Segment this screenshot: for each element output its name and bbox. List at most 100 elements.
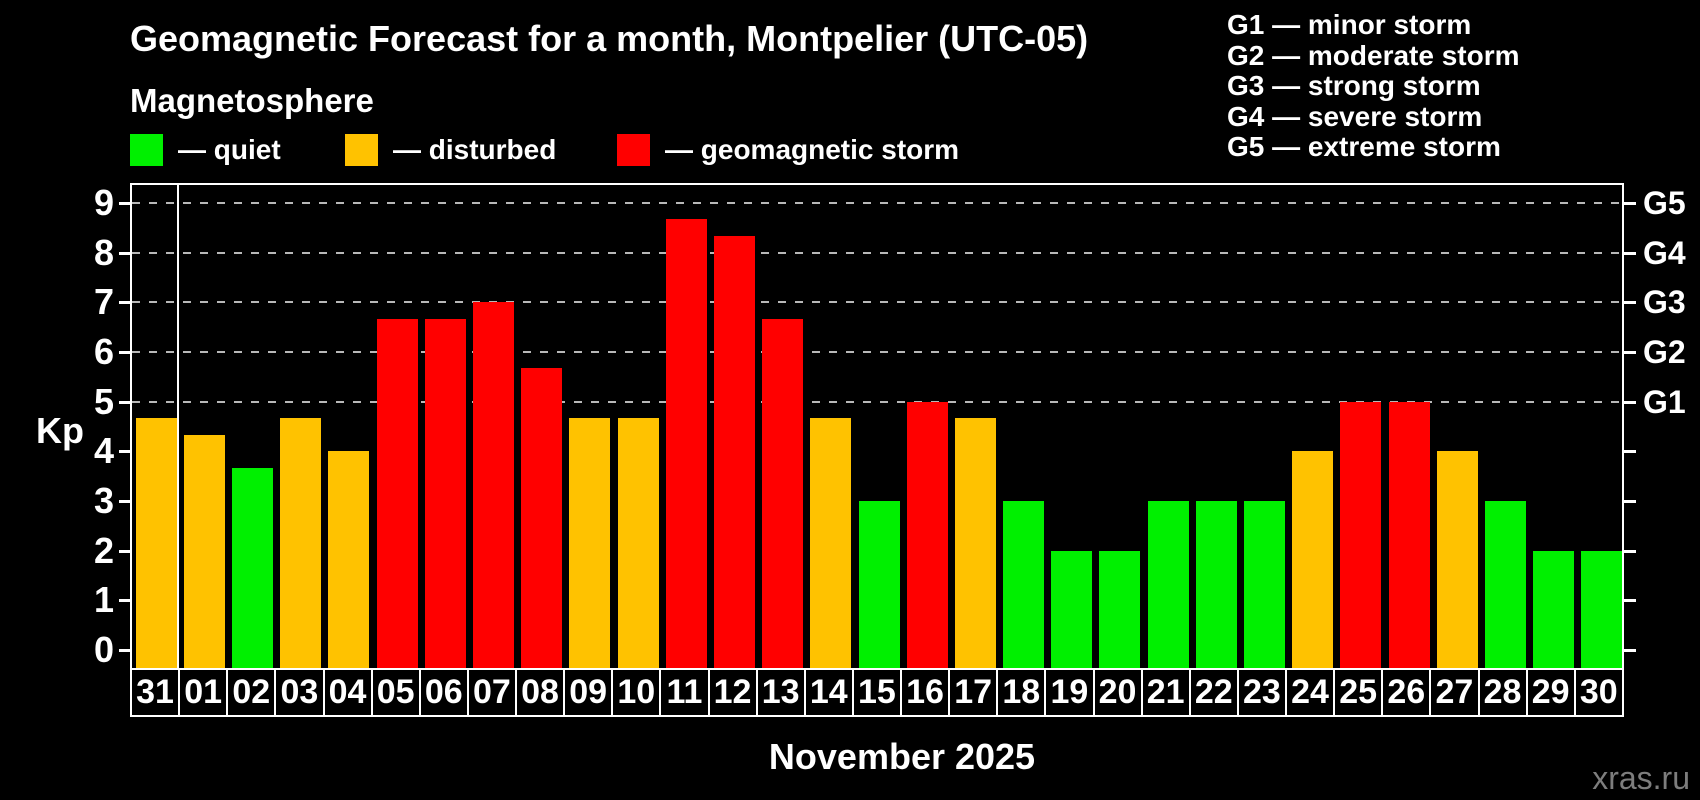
day-cell-31: 31	[132, 670, 181, 715]
day-cell-17: 17	[950, 670, 999, 715]
y-axis-tick-9	[119, 201, 131, 205]
bar-day-01	[183, 434, 225, 668]
right-axis-tick-1	[1624, 599, 1636, 603]
day-cell-15: 15	[853, 670, 902, 715]
day-cell-19: 19	[1046, 670, 1095, 715]
day-cell-21: 21	[1142, 670, 1191, 715]
bar-day-18	[1003, 501, 1045, 668]
day-cell-18: 18	[998, 670, 1047, 715]
storm-scale-legend-line-2: G2 — moderate storm	[1227, 39, 1520, 71]
day-cell-14: 14	[805, 670, 854, 715]
day-cell-22: 22	[1190, 670, 1239, 715]
bar-day-17	[954, 418, 996, 668]
right-axis-label-G5: G5	[1643, 184, 1686, 221]
y-axis-tick-label-4: 4	[93, 430, 114, 472]
y-axis-tick-label-3: 3	[93, 480, 114, 522]
bar-day-11	[665, 219, 707, 668]
y-axis-title: Kp	[36, 410, 84, 451]
bar-day-20	[1099, 550, 1141, 668]
bar-day-31	[135, 418, 177, 668]
right-axis-label-G1: G1	[1643, 383, 1686, 420]
bar-day-22	[1195, 501, 1237, 668]
day-cell-04: 04	[324, 670, 373, 715]
y-axis-tick-label-6: 6	[93, 330, 114, 372]
right-axis-tick-3	[1624, 500, 1636, 504]
bar-day-05	[376, 318, 418, 668]
gridline-kp7	[132, 301, 1622, 304]
bar-day-04	[328, 451, 370, 668]
plot-area	[130, 183, 1624, 668]
day-cell-09: 09	[565, 670, 614, 715]
gridline-kp8	[132, 251, 1622, 254]
day-cell-27: 27	[1431, 670, 1480, 715]
bar-day-21	[1147, 501, 1189, 668]
legend-label-quiet: — quiet	[178, 134, 281, 165]
legend-swatch-disturbed	[345, 134, 378, 166]
storm-scale-legend: G1 — minor storm G2 — moderate storm G3 — …	[1227, 9, 1520, 163]
y-axis-tick-6	[119, 350, 131, 354]
bar-day-10	[617, 418, 659, 668]
storm-scale-legend-line-5: G5 — extreme storm	[1227, 131, 1501, 162]
x-axis-title: November 2025	[768, 736, 1036, 777]
storm-scale-legend-line-4: G4 — severe storm	[1227, 100, 1483, 132]
day-cell-07: 07	[468, 670, 517, 715]
bar-day-09	[569, 418, 611, 668]
y-axis-tick-5	[119, 400, 131, 404]
day-cell-13: 13	[757, 670, 806, 715]
gridline-kp6	[132, 350, 1622, 353]
bar-day-08	[521, 368, 563, 668]
bar-day-24	[1292, 451, 1334, 668]
day-cell-02: 02	[228, 670, 277, 715]
legend-label-storm: — geomagnetic storm	[665, 134, 960, 165]
right-axis-label-G2: G2	[1643, 333, 1686, 370]
day-cell-01: 01	[180, 670, 229, 715]
legend-item-storm: — geomagnetic storm	[617, 133, 959, 167]
chart-subtitle: Magnetosphere	[130, 82, 374, 119]
right-axis-tick-4	[1624, 450, 1636, 454]
bar-day-07	[472, 302, 514, 668]
right-axis-tick-6	[1624, 350, 1636, 354]
right-axis-label-G3: G3	[1643, 284, 1686, 321]
chart-title: Geomagnetic Forecast for a month, Montpe…	[130, 18, 1089, 59]
bar-day-23	[1244, 501, 1286, 668]
bar-day-06	[424, 318, 466, 668]
y-axis-tick-0	[119, 649, 131, 653]
right-axis-tick-9	[1624, 201, 1636, 205]
gridline-kp5	[132, 400, 1622, 403]
right-axis-tick-8	[1624, 251, 1636, 255]
legend-swatch-storm	[617, 134, 650, 166]
y-axis-tick-label-7: 7	[93, 281, 114, 323]
watermark: xras.ru	[1592, 760, 1690, 796]
y-axis-tick-label-2: 2	[93, 529, 114, 571]
bar-day-27	[1436, 451, 1478, 668]
right-axis-tick-7	[1624, 301, 1636, 305]
legend-item-quiet: — quiet	[130, 133, 281, 167]
bar-day-03	[280, 418, 322, 668]
bar-day-26	[1388, 401, 1430, 668]
y-axis-tick-label-1: 1	[93, 579, 114, 621]
y-axis-tick-label-8: 8	[93, 231, 114, 273]
right-axis-tick-0	[1624, 649, 1636, 653]
legend-swatch-quiet	[130, 134, 163, 166]
bar-day-28	[1485, 501, 1527, 668]
bar-day-02	[231, 467, 273, 668]
y-axis-tick-2	[119, 549, 131, 553]
legend-label-disturbed: — disturbed	[393, 134, 557, 165]
right-axis-tick-2	[1624, 549, 1636, 553]
right-axis-tick-5	[1624, 400, 1636, 404]
day-cell-10: 10	[613, 670, 662, 715]
bar-day-19	[1051, 550, 1093, 668]
y-axis-tick-3	[119, 500, 131, 504]
month-separator-line	[177, 185, 180, 668]
day-cell-06: 06	[420, 670, 469, 715]
day-cell-03: 03	[276, 670, 325, 715]
y-axis-tick-7	[119, 301, 131, 305]
bar-day-29	[1533, 550, 1575, 668]
right-axis-label-G4: G4	[1643, 234, 1686, 271]
bar-day-16	[906, 401, 948, 668]
gridline-kp9	[132, 201, 1622, 204]
y-axis-tick-label-9: 9	[93, 181, 114, 223]
day-cell-20: 20	[1094, 670, 1143, 715]
day-cell-25: 25	[1335, 670, 1384, 715]
day-cell-30: 30	[1575, 670, 1622, 715]
